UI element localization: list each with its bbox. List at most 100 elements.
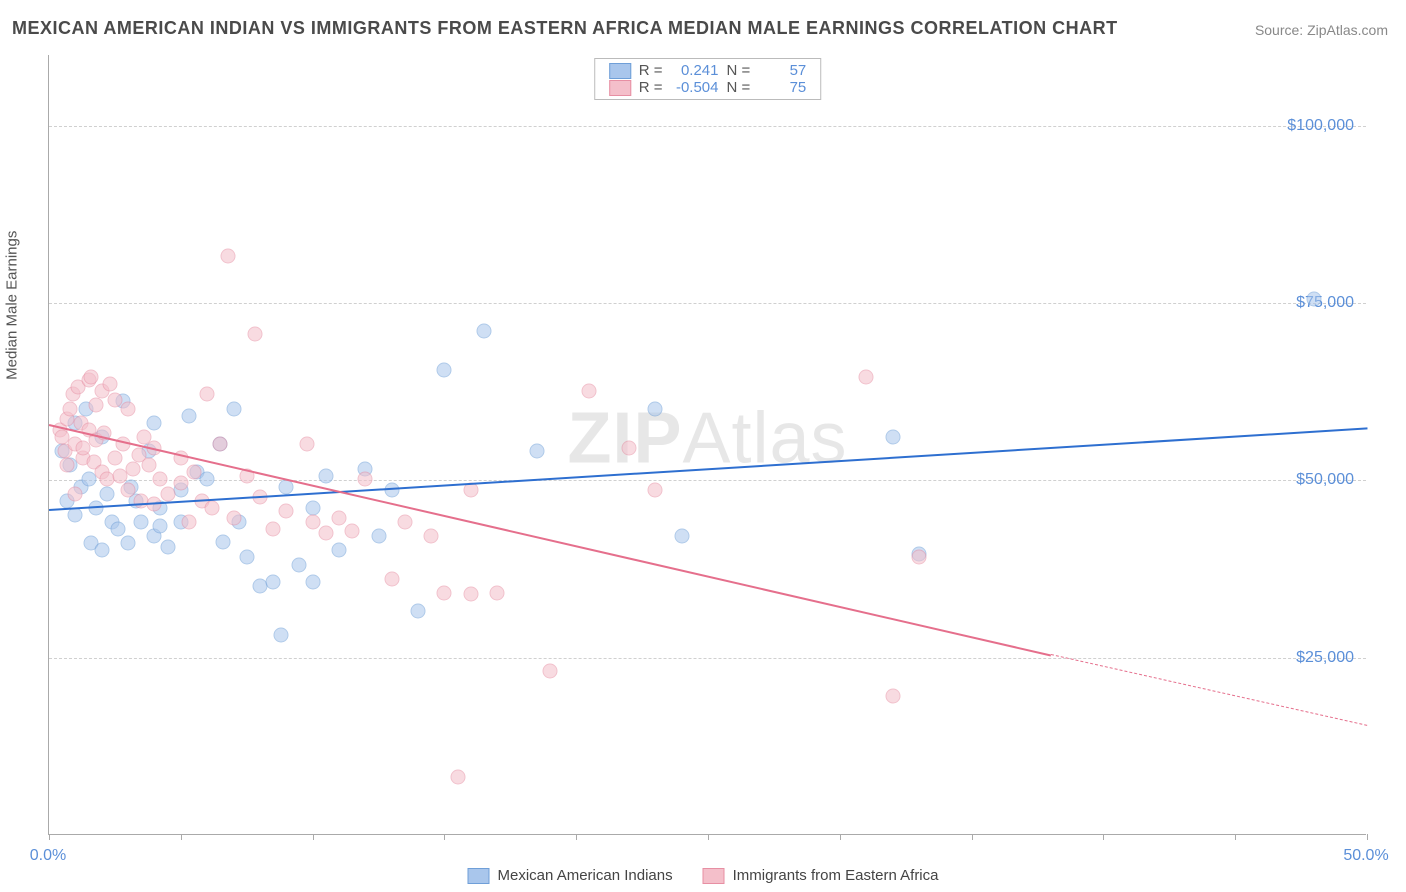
legend-item: Mexican American Indians [468,867,673,884]
x-tick [313,834,314,840]
data-point [247,327,262,342]
data-point [476,323,491,338]
r-label: R = [639,62,663,79]
data-point [160,486,175,501]
y-tick-label: $75,000 [1296,294,1354,312]
data-point [885,429,900,444]
data-point [221,249,236,264]
data-point [68,486,83,501]
y-tick-label: $100,000 [1287,117,1354,135]
data-point [437,362,452,377]
x-tick [1103,834,1104,840]
data-point [345,524,360,539]
data-point [186,465,201,480]
x-tick-label: 0.0% [30,847,66,865]
swatch [609,80,631,96]
data-point [134,515,149,530]
swatch [609,63,631,79]
data-point [121,536,136,551]
data-point [529,444,544,459]
chart-title: MEXICAN AMERICAN INDIAN VS IMMIGRANTS FR… [12,18,1118,39]
swatch [468,868,490,884]
x-tick [444,834,445,840]
series-legend: Mexican American Indians Immigrants from … [468,867,939,884]
gridline [49,658,1366,659]
data-point [200,472,215,487]
data-point [152,518,167,533]
data-point [89,398,104,413]
data-point [674,529,689,544]
trend-line [49,424,1051,656]
x-tick [840,834,841,840]
data-point [181,408,196,423]
x-tick [49,834,50,840]
data-point [173,476,188,491]
data-point [226,511,241,526]
y-axis-label: Median Male Earnings [4,231,21,380]
data-point [121,483,136,498]
data-point [84,369,99,384]
data-point [621,440,636,455]
x-tick [972,834,973,840]
x-tick [708,834,709,840]
data-point [859,369,874,384]
data-point [213,437,228,452]
data-point [490,585,505,600]
data-point [1307,291,1322,306]
data-point [266,522,281,537]
data-point [63,401,78,416]
data-point [885,688,900,703]
data-point [142,458,157,473]
data-point [110,522,125,537]
data-point [648,483,663,498]
data-point [102,376,117,391]
data-point [226,401,241,416]
n-label: N = [727,79,751,96]
data-point [582,383,597,398]
data-point [292,557,307,572]
x-tick [1235,834,1236,840]
data-point [397,515,412,530]
x-tick [1367,834,1368,840]
data-point [318,468,333,483]
watermark: ZIPAtlas [567,397,847,479]
data-point [358,472,373,487]
data-point [107,451,122,466]
data-point [371,529,386,544]
data-point [99,486,114,501]
data-point [181,515,196,530]
r-label: R = [639,79,663,96]
x-tick [181,834,182,840]
data-point [648,401,663,416]
legend-label: Mexican American Indians [498,867,673,884]
legend-label: Immigrants from Eastern Africa [733,867,939,884]
y-tick-label: $50,000 [1296,471,1354,489]
gridline [49,126,1366,127]
data-point [200,387,215,402]
r-value: -0.504 [671,79,719,96]
data-point [266,575,281,590]
data-point [273,628,288,643]
data-point [215,534,230,549]
gridline [49,303,1366,304]
data-point [437,585,452,600]
r-value: 0.241 [671,62,719,79]
data-point [60,458,75,473]
stats-row: R = -0.504 N = 75 [609,79,807,96]
data-point [305,500,320,515]
data-point [126,461,141,476]
data-point [239,550,254,565]
source-attribution: Source: ZipAtlas.com [1255,22,1388,38]
stats-row: R =0.241N =57 [609,62,807,79]
data-point [152,472,167,487]
data-point [911,550,926,565]
n-value: 75 [758,79,806,96]
data-point [463,587,478,602]
correlation-stats-legend: R =0.241N =57R =-0.504N =75 [594,58,822,100]
legend-item: Immigrants from Eastern Africa [703,867,939,884]
swatch [703,868,725,884]
data-point [121,401,136,416]
data-point [205,500,220,515]
n-label: N = [727,62,751,79]
data-point [305,575,320,590]
